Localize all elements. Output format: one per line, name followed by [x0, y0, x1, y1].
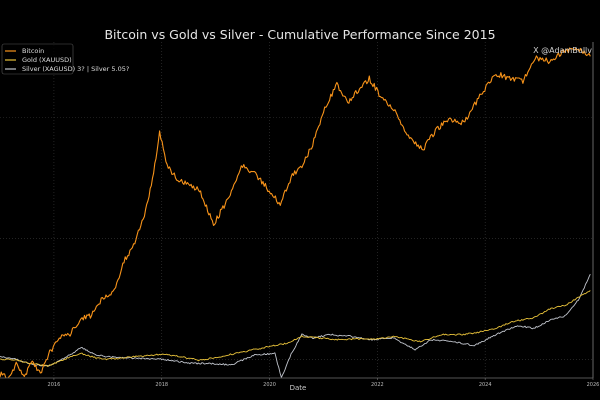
series-line-silver	[0, 274, 591, 378]
x-tick-label: 2024	[479, 382, 492, 388]
legend-label: Silver (XAGUSD) 3? | Silver 5.05?	[22, 65, 129, 73]
watermark: X @AdamBullv	[533, 46, 592, 55]
gridlines	[0, 42, 594, 378]
x-axis-label: Date	[290, 384, 307, 392]
x-tick-label: 2026	[587, 382, 600, 388]
series-line-gold	[0, 290, 591, 367]
series-line-bitcoin	[0, 47, 591, 379]
x-ticks: 2016 2018 2020 2022 2024 2026	[48, 378, 600, 388]
x-tick-label: 2016	[48, 382, 61, 388]
x-tick-label: 2022	[371, 382, 384, 388]
legend-label: Bitcoin	[22, 47, 44, 55]
legend-label: Gold (XAUUSD)	[22, 56, 72, 64]
series-lines	[0, 47, 591, 379]
chart-title: Bitcoin vs Gold vs Silver - Cumulative P…	[104, 27, 496, 42]
x-tick-label: 2018	[155, 382, 168, 388]
legend-box	[1, 43, 74, 75]
x-tick-label: 2020	[263, 382, 276, 388]
